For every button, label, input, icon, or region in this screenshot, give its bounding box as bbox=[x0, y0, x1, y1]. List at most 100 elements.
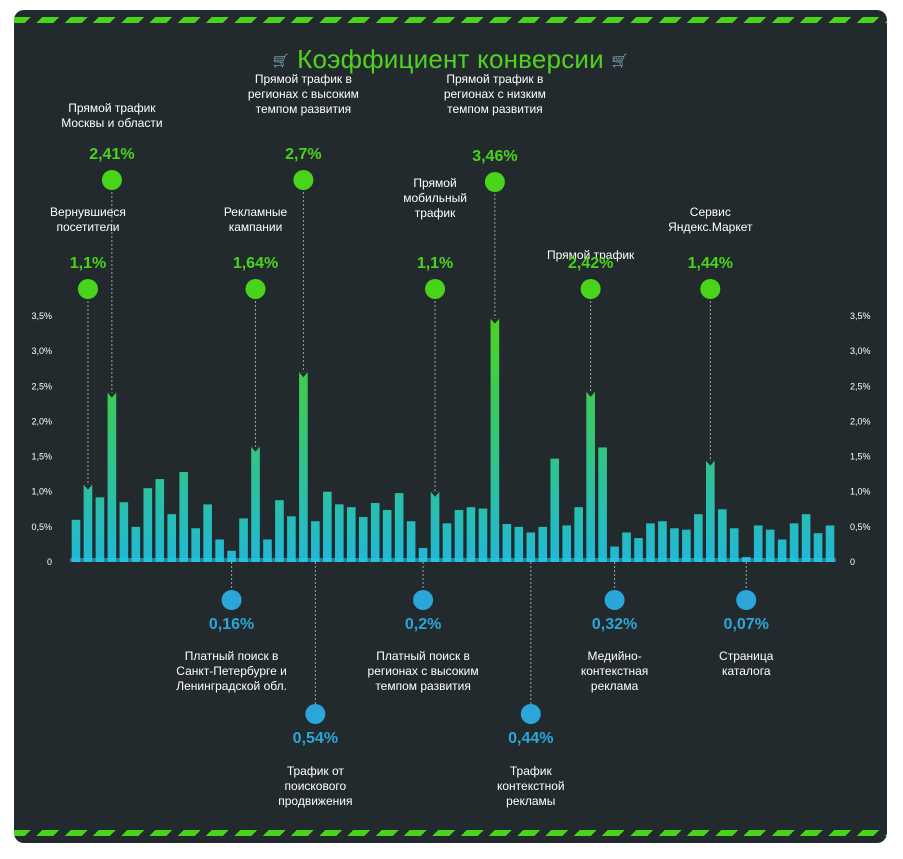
chart-bar bbox=[825, 525, 835, 562]
chart-bar bbox=[454, 509, 464, 562]
y-tick-label-right: 1,0% bbox=[850, 487, 871, 497]
chart-bar bbox=[634, 538, 643, 562]
high-marker-dot bbox=[484, 172, 505, 192]
chart-bar bbox=[586, 391, 595, 562]
y-tick-label-right: 2,0% bbox=[850, 416, 871, 426]
chart-bar bbox=[418, 547, 428, 562]
bar-notch bbox=[83, 484, 93, 490]
chart-title: 🛒 Коэффициент конверсии 🛒 bbox=[14, 44, 887, 75]
bottom-hazard-stripe bbox=[14, 830, 887, 836]
chart-bar bbox=[670, 528, 679, 562]
y-tick-label-right: 0 bbox=[850, 557, 855, 567]
high-marker-dot bbox=[293, 170, 314, 190]
chart-bar bbox=[179, 472, 189, 562]
high-marker-dot bbox=[77, 279, 98, 299]
high-annotation-value: 2,42% bbox=[567, 255, 614, 272]
cart-icon-left: 🛒 bbox=[272, 53, 290, 69]
low-annotation-label: Страница каталога bbox=[719, 649, 774, 678]
high-annotation-value: 1,44% bbox=[687, 255, 734, 272]
y-tick-label-left: 3,0% bbox=[31, 346, 52, 356]
chart-bar bbox=[430, 491, 440, 562]
low-annotation-value: 0,07% bbox=[723, 616, 769, 633]
chart-bar bbox=[598, 447, 607, 562]
chart-bar bbox=[346, 507, 356, 562]
chart-bar bbox=[191, 528, 200, 562]
chart-bar bbox=[275, 500, 284, 562]
low-annotation-label: Медийно- контекстная реклама bbox=[580, 649, 649, 693]
chart-bar bbox=[382, 509, 392, 562]
chart-bar bbox=[334, 504, 344, 562]
low-annotation-value: 0,32% bbox=[591, 616, 638, 633]
high-annotation-label: Прямой трафик bbox=[546, 248, 635, 262]
chart-bar bbox=[107, 392, 117, 562]
high-marker-dot bbox=[700, 279, 721, 299]
chart-bar bbox=[658, 521, 667, 562]
chart-bar bbox=[729, 528, 739, 562]
chart-bar bbox=[682, 529, 691, 562]
high-annotation-label: Прямой трафик в регионах с высоким темпо… bbox=[247, 72, 359, 116]
low-annotation-label: Трафик от поискового продвижения bbox=[278, 764, 353, 808]
high-annotation-value: 1,1% bbox=[69, 255, 107, 272]
chart-bar bbox=[131, 526, 141, 562]
chart-bar bbox=[263, 539, 272, 562]
chart-bar bbox=[562, 525, 572, 562]
bar-notch bbox=[490, 318, 500, 324]
high-annotation-value: 1,64% bbox=[232, 255, 279, 272]
chart-bar bbox=[83, 484, 93, 562]
y-tick-label-left: 1,0% bbox=[31, 487, 52, 497]
chart-bar bbox=[789, 523, 799, 562]
low-annotation-label: Платный поиск в Санкт-Петербурге и Ленин… bbox=[176, 649, 287, 693]
chart-bar bbox=[442, 523, 452, 562]
high-annotation-label: Сервис Яндекс.Маркет bbox=[668, 205, 753, 234]
chart-bar bbox=[717, 509, 727, 562]
chart-bar bbox=[574, 507, 583, 562]
chart-bar bbox=[239, 518, 248, 562]
chart-bar bbox=[143, 488, 153, 562]
chart-bar bbox=[394, 493, 404, 562]
chart-title-text: Коэффициент конверсии bbox=[297, 44, 604, 74]
y-tick-label-left: 2,0% bbox=[31, 416, 52, 426]
chart-bar bbox=[215, 539, 224, 562]
chart-bar bbox=[251, 446, 260, 562]
chart-bar bbox=[299, 372, 308, 562]
bar-notch bbox=[251, 446, 260, 452]
chart-bar bbox=[71, 519, 81, 562]
high-annotation-label: Прямой трафик Москвы и области bbox=[61, 101, 163, 130]
low-marker-dot bbox=[413, 590, 434, 610]
chart-bar bbox=[753, 525, 763, 562]
chart-bar bbox=[550, 458, 560, 562]
chart-bar bbox=[323, 491, 332, 562]
chart-bar bbox=[95, 497, 105, 562]
infographic-card: 🛒 Коэффициент конверсии 🛒 0 0 0,5% 0,5% 1,0% 1,… bbox=[14, 10, 887, 843]
y-tick-label-left: 0,5% bbox=[31, 522, 52, 532]
high-marker-dot bbox=[101, 170, 122, 190]
high-marker-dot bbox=[245, 279, 266, 299]
chart-bar bbox=[227, 550, 236, 562]
y-tick-label-right: 0,5% bbox=[850, 522, 871, 532]
chart-bar bbox=[610, 546, 619, 562]
chart-bar bbox=[287, 516, 296, 562]
high-annotation-label: Прямой мобильный трафик bbox=[403, 176, 467, 220]
bar-notch bbox=[107, 392, 117, 398]
low-marker-dot bbox=[221, 590, 242, 610]
high-annotation-label: Вернувшиеся посетители bbox=[50, 205, 126, 234]
top-hazard-stripe bbox=[14, 17, 887, 23]
chart-bar bbox=[765, 529, 775, 562]
high-annotation-value: 2,41% bbox=[89, 146, 135, 163]
chart-bar bbox=[801, 514, 811, 562]
chart-bar bbox=[155, 479, 165, 562]
chart-bar bbox=[406, 521, 416, 562]
chart-bar bbox=[478, 508, 488, 562]
chart-bar bbox=[502, 524, 512, 562]
chart-bar bbox=[311, 521, 320, 562]
y-tick-label-left: 1,5% bbox=[31, 452, 52, 462]
chart-bar bbox=[514, 526, 524, 562]
low-annotation-label: Платный поиск в регионах с высоким темпо… bbox=[367, 649, 479, 693]
low-annotation-label: Трафик контекстной рекламы bbox=[496, 764, 565, 808]
bar-notch bbox=[706, 460, 715, 466]
y-tick-label-left: 3,5% bbox=[31, 311, 52, 321]
low-annotation-value: 0,44% bbox=[508, 730, 554, 747]
chart-bar bbox=[358, 517, 368, 562]
low-annotation-value: 0,2% bbox=[404, 616, 442, 633]
y-tick-label-right: 3,0% bbox=[850, 346, 871, 356]
